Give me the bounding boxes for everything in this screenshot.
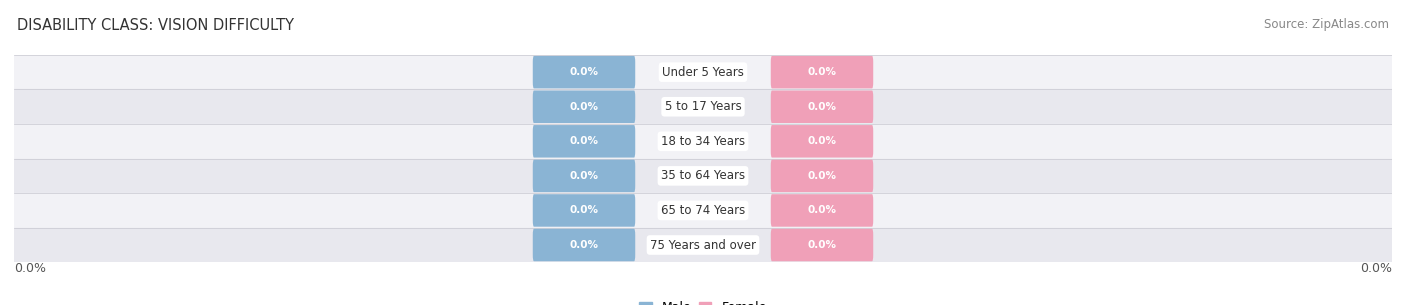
Text: 0.0%: 0.0% xyxy=(807,136,837,146)
Bar xyxy=(14,228,1392,262)
Text: 0.0%: 0.0% xyxy=(569,171,599,181)
FancyBboxPatch shape xyxy=(770,229,873,261)
Text: DISABILITY CLASS: VISION DIFFICULTY: DISABILITY CLASS: VISION DIFFICULTY xyxy=(17,18,294,33)
Text: 0.0%: 0.0% xyxy=(569,102,599,112)
Text: 0.0%: 0.0% xyxy=(569,206,599,215)
Legend: Male, Female: Male, Female xyxy=(640,301,766,305)
Text: 18 to 34 Years: 18 to 34 Years xyxy=(661,135,745,148)
FancyBboxPatch shape xyxy=(533,194,636,227)
FancyBboxPatch shape xyxy=(533,56,636,88)
FancyBboxPatch shape xyxy=(533,91,636,123)
Text: 0.0%: 0.0% xyxy=(807,206,837,215)
Text: 0.0%: 0.0% xyxy=(569,240,599,250)
Bar xyxy=(14,159,1392,193)
FancyBboxPatch shape xyxy=(533,160,636,192)
FancyBboxPatch shape xyxy=(533,125,636,158)
Text: Under 5 Years: Under 5 Years xyxy=(662,66,744,79)
Text: 0.0%: 0.0% xyxy=(807,102,837,112)
Text: 0.0%: 0.0% xyxy=(14,262,46,275)
Text: 0.0%: 0.0% xyxy=(569,136,599,146)
Bar xyxy=(14,55,1392,89)
Text: Source: ZipAtlas.com: Source: ZipAtlas.com xyxy=(1264,18,1389,31)
Text: 0.0%: 0.0% xyxy=(569,67,599,77)
FancyBboxPatch shape xyxy=(533,229,636,261)
Text: 0.0%: 0.0% xyxy=(807,240,837,250)
Bar xyxy=(14,193,1392,228)
FancyBboxPatch shape xyxy=(770,194,873,227)
FancyBboxPatch shape xyxy=(770,160,873,192)
Text: 65 to 74 Years: 65 to 74 Years xyxy=(661,204,745,217)
Bar xyxy=(14,124,1392,159)
FancyBboxPatch shape xyxy=(770,56,873,88)
Text: 5 to 17 Years: 5 to 17 Years xyxy=(665,100,741,113)
Bar xyxy=(14,89,1392,124)
Text: 75 Years and over: 75 Years and over xyxy=(650,239,756,252)
Text: 35 to 64 Years: 35 to 64 Years xyxy=(661,169,745,182)
Text: 0.0%: 0.0% xyxy=(807,67,837,77)
FancyBboxPatch shape xyxy=(770,91,873,123)
FancyBboxPatch shape xyxy=(770,125,873,158)
Text: 0.0%: 0.0% xyxy=(807,171,837,181)
Text: 0.0%: 0.0% xyxy=(1360,262,1392,275)
